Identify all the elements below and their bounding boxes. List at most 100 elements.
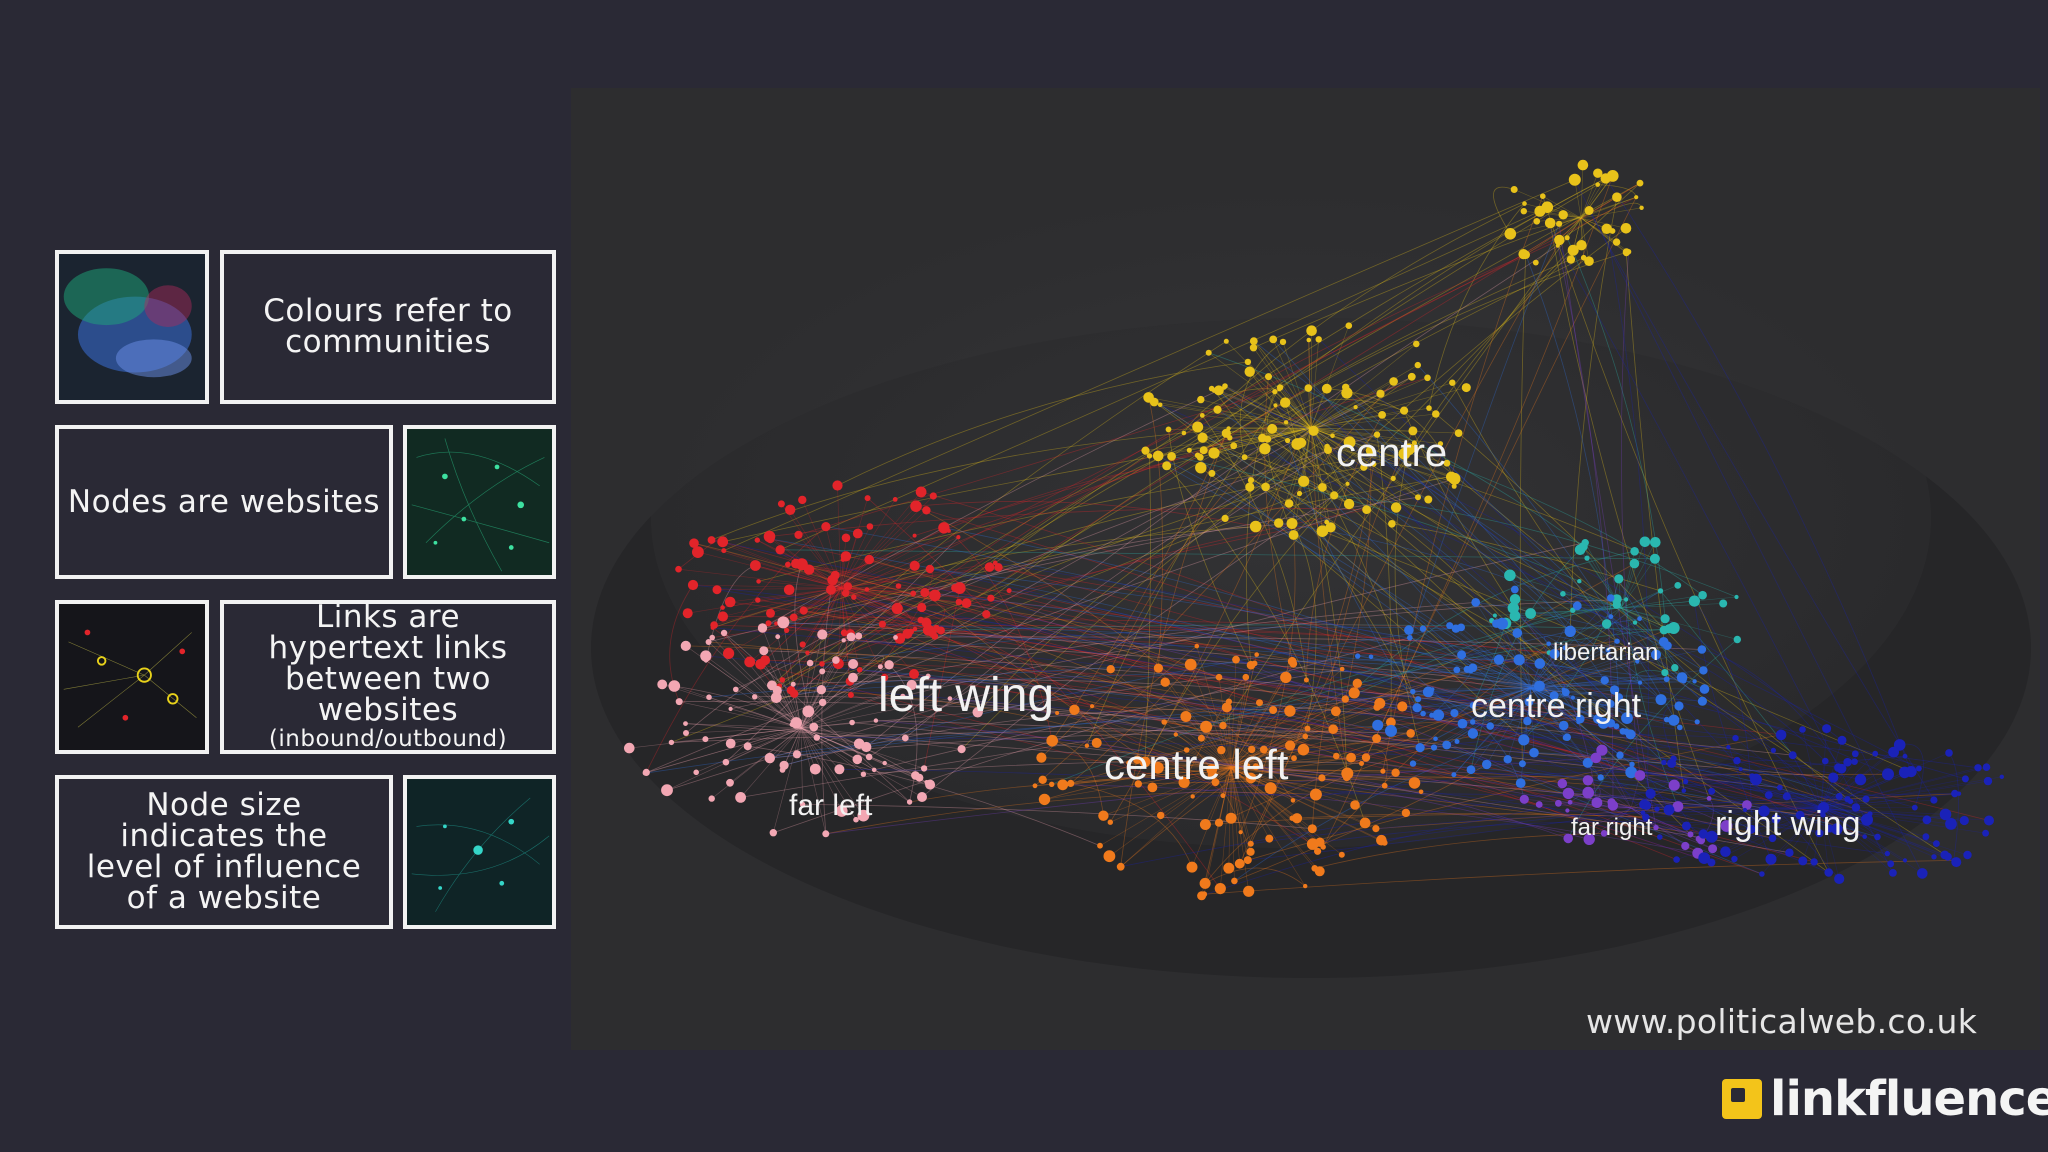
network-link	[800, 664, 890, 729]
network-link	[1567, 639, 1738, 839]
website-node	[1338, 851, 1345, 858]
website-node	[1698, 852, 1711, 864]
website-node	[1470, 719, 1476, 725]
network-link	[1744, 807, 1822, 811]
network-link	[1820, 780, 1989, 809]
website-node	[1616, 751, 1624, 759]
website-node	[915, 486, 927, 498]
website-node	[754, 537, 760, 543]
website-node	[1339, 666, 1345, 672]
network-link	[1188, 430, 1302, 451]
network-link	[837, 361, 1248, 486]
network-link	[840, 587, 915, 675]
website-node	[1422, 686, 1434, 698]
website-node	[1215, 673, 1223, 681]
network-link	[760, 663, 1053, 742]
network-link	[1148, 397, 1164, 669]
network-link	[1218, 390, 1691, 835]
network-link	[1278, 389, 1312, 429]
website-node	[1831, 823, 1843, 835]
website-node	[1032, 783, 1038, 789]
network-link	[801, 563, 1632, 773]
website-node	[1629, 558, 1640, 569]
network-link	[1432, 687, 1532, 690]
network-link	[771, 340, 1227, 686]
network-link	[711, 432, 1184, 541]
website-node	[1199, 819, 1211, 830]
network-link	[758, 453, 1405, 582]
network-link	[1355, 406, 1662, 700]
network-link	[1558, 223, 1657, 828]
network-link	[929, 568, 1937, 844]
network-link	[838, 663, 1435, 748]
website-node	[1922, 815, 1932, 825]
network-link	[800, 727, 842, 812]
legend-node-size-text: Node size indicates the level of influen…	[86, 787, 362, 916]
network-link	[1663, 762, 1822, 809]
website-node	[1345, 481, 1350, 486]
network-link	[825, 526, 1564, 690]
website-node	[723, 647, 735, 660]
website-node	[1090, 704, 1095, 709]
network-link	[1382, 196, 1544, 772]
network-link	[1820, 807, 1906, 861]
network-link	[990, 259, 1572, 599]
network-link	[1226, 341, 1312, 429]
network-link	[1736, 760, 1822, 809]
network-link	[800, 727, 923, 798]
network-link	[1580, 217, 1627, 254]
network-link	[1662, 705, 1680, 759]
website-node	[1535, 801, 1543, 808]
website-node	[1442, 740, 1452, 750]
website-node	[925, 673, 931, 679]
website-node	[1911, 804, 1918, 811]
website-node	[841, 638, 846, 643]
website-node	[1654, 806, 1660, 812]
network-link	[1475, 602, 1664, 643]
website-node	[702, 736, 709, 743]
website-node	[1038, 793, 1051, 806]
website-node	[1190, 794, 1195, 799]
website-node	[755, 658, 766, 670]
network-link	[1620, 607, 1665, 631]
website-node	[717, 611, 728, 622]
website-node	[1776, 784, 1783, 791]
website-node	[1688, 595, 1700, 607]
network-link	[1166, 427, 1312, 467]
network-link	[1357, 682, 1871, 815]
website-node	[1197, 734, 1205, 742]
network-link	[1233, 427, 1312, 447]
network-link	[840, 587, 845, 633]
network-link	[1099, 767, 1232, 846]
network-link	[1752, 776, 1822, 809]
network-link	[1247, 361, 1312, 429]
website-node	[1280, 397, 1291, 408]
website-node	[1733, 756, 1741, 765]
website-node	[878, 620, 886, 628]
network-link	[685, 645, 1274, 711]
website-node	[1389, 377, 1398, 386]
network-link	[822, 671, 1793, 756]
network-link	[832, 465, 1167, 581]
network-link	[1625, 599, 1679, 807]
network-link	[1530, 687, 1611, 705]
website-node	[1692, 679, 1697, 684]
network-link	[840, 587, 851, 634]
website-node	[1557, 778, 1568, 789]
network-link	[740, 688, 1433, 798]
website-node	[743, 742, 752, 751]
network-link	[1230, 767, 1382, 841]
network-link	[685, 593, 914, 734]
website-node	[865, 753, 873, 761]
website-node	[1621, 712, 1633, 724]
website-node	[1230, 442, 1238, 450]
network-link	[1377, 687, 1532, 726]
website-node	[1265, 373, 1272, 381]
network-link	[800, 727, 916, 776]
network-link	[1334, 495, 1737, 598]
network-link	[1542, 196, 1830, 873]
website-node	[1437, 441, 1444, 447]
network-link	[1472, 667, 1532, 689]
network-link	[924, 254, 1526, 593]
network-link	[994, 178, 1606, 564]
